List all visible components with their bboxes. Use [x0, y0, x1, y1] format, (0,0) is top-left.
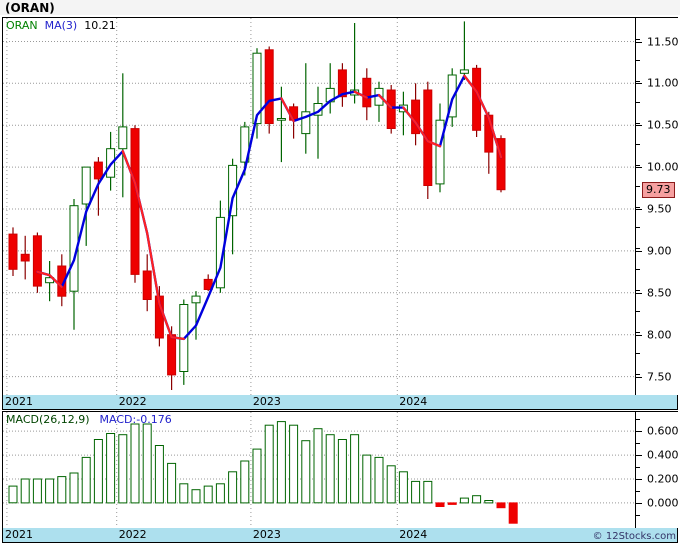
price-plot-area	[3, 18, 635, 395]
price-axis-tick	[636, 209, 642, 210]
price-axis-label: 9.00	[647, 244, 672, 258]
date-axis-label: 2024	[399, 395, 428, 408]
price-axis-minor-tick	[636, 38, 640, 40]
macd-axis-tick	[636, 502, 642, 504]
price-axis-tick	[636, 250, 642, 252]
price-axis-label: 11.50	[647, 35, 679, 48]
price-date-axis: 2021 2022 2023 2024	[2, 395, 678, 410]
macd-axis-minor-tick	[636, 419, 640, 421]
price-axis-minor-tick	[636, 311, 640, 313]
price-axis-label: 7.50	[647, 370, 672, 384]
price-axis-label: 11.00	[647, 76, 679, 90]
price-y-axis: 11.50 11.00 10.50 10.00 9.50 9.00 8.50 8.00 7.50…	[635, 18, 679, 396]
price-axis-minor-tick	[636, 353, 640, 355]
macd-axis-minor-tick	[636, 443, 640, 445]
date-axis-label: 2021	[5, 528, 33, 541]
macd-axis-tick	[636, 431, 642, 433]
last-price-badge: 9.73	[642, 181, 675, 198]
price-axis-minor-tick	[636, 59, 640, 61]
macd-axis-tick	[636, 479, 642, 480]
price-axis-minor-tick	[636, 122, 640, 124]
legend-value: 10.21	[84, 19, 116, 32]
price-axis-tick	[636, 292, 642, 294]
legend-indicator: MA(3)	[44, 19, 78, 32]
price-axis-minor-tick	[636, 269, 640, 271]
macd-axis-label: 0.600	[647, 424, 679, 438]
price-axis-minor-tick	[636, 227, 640, 229]
macd-axis-minor-tick	[636, 514, 640, 516]
price-axis-minor-tick	[636, 80, 640, 82]
macd-axis-label: 0.200	[647, 472, 679, 486]
price-axis-minor-tick	[636, 101, 640, 103]
date-axis-label: 2022	[118, 395, 147, 408]
macd-chart-panel: MACD(26,12,9) MACD:-0.176 0.600 0.400 0.200…	[2, 411, 679, 529]
price-axis-minor-tick	[636, 206, 640, 208]
macd-legend-value: MACD:-0.176	[99, 413, 172, 426]
price-axis-tick	[636, 334, 642, 336]
macd-histogram-svg	[3, 412, 635, 528]
price-axis-minor-tick	[636, 332, 640, 334]
price-axis-label: 10.00	[647, 160, 679, 174]
page-title: (ORAN)	[5, 1, 55, 15]
macd-plot-area	[3, 412, 635, 528]
date-axis-label: 2022	[118, 528, 147, 541]
price-candlestick-svg	[3, 18, 635, 395]
price-axis-tick	[636, 41, 642, 43]
date-axis-label: 2024	[399, 528, 428, 541]
macd-axis-minor-tick	[636, 490, 640, 492]
price-axis-minor-tick	[636, 374, 640, 376]
macd-date-axis: 2021 2022 2023 2024	[2, 528, 678, 543]
price-axis-minor-tick	[636, 164, 640, 166]
price-legend: ORAN MA(3) 10.21	[6, 19, 116, 32]
price-axis-label: 8.50	[647, 286, 672, 300]
watermark: © 12Stocks.com	[592, 531, 676, 542]
price-axis-minor-tick	[636, 143, 640, 145]
macd-axis-tick	[636, 455, 642, 457]
price-axis-minor-tick	[636, 248, 640, 250]
price-chart-panel: ORAN MA(3) 10.21 11.50 11.00 10.50 10.00 9.50 9…	[2, 17, 679, 396]
legend-symbol: ORAN	[6, 19, 38, 32]
macd-axis-minor-tick	[636, 467, 640, 468]
price-axis-minor-tick	[636, 290, 640, 292]
price-axis-label: 8.00	[647, 328, 672, 342]
date-axis-label: 2023	[252, 395, 281, 408]
price-axis-tick	[636, 167, 642, 169]
macd-legend-label: MACD(26,12,9)	[6, 413, 90, 426]
price-axis-label: 9.50	[647, 202, 672, 216]
price-axis-tick	[636, 125, 642, 127]
title-bar: (ORAN)	[0, 0, 680, 16]
macd-axis-label: 0.000	[647, 496, 679, 510]
macd-axis-label: 0.400	[647, 448, 679, 462]
macd-legend: MACD(26,12,9) MACD:-0.176	[6, 413, 172, 426]
price-axis-minor-tick	[636, 185, 640, 187]
macd-y-axis: 0.600 0.400 0.200 0.000	[635, 412, 679, 528]
price-axis-tick	[636, 376, 642, 378]
date-axis-label: 2023	[252, 528, 281, 541]
price-axis-label: 10.50	[647, 118, 679, 132]
price-axis-tick	[636, 83, 642, 85]
date-axis-label: 2021	[5, 395, 33, 408]
